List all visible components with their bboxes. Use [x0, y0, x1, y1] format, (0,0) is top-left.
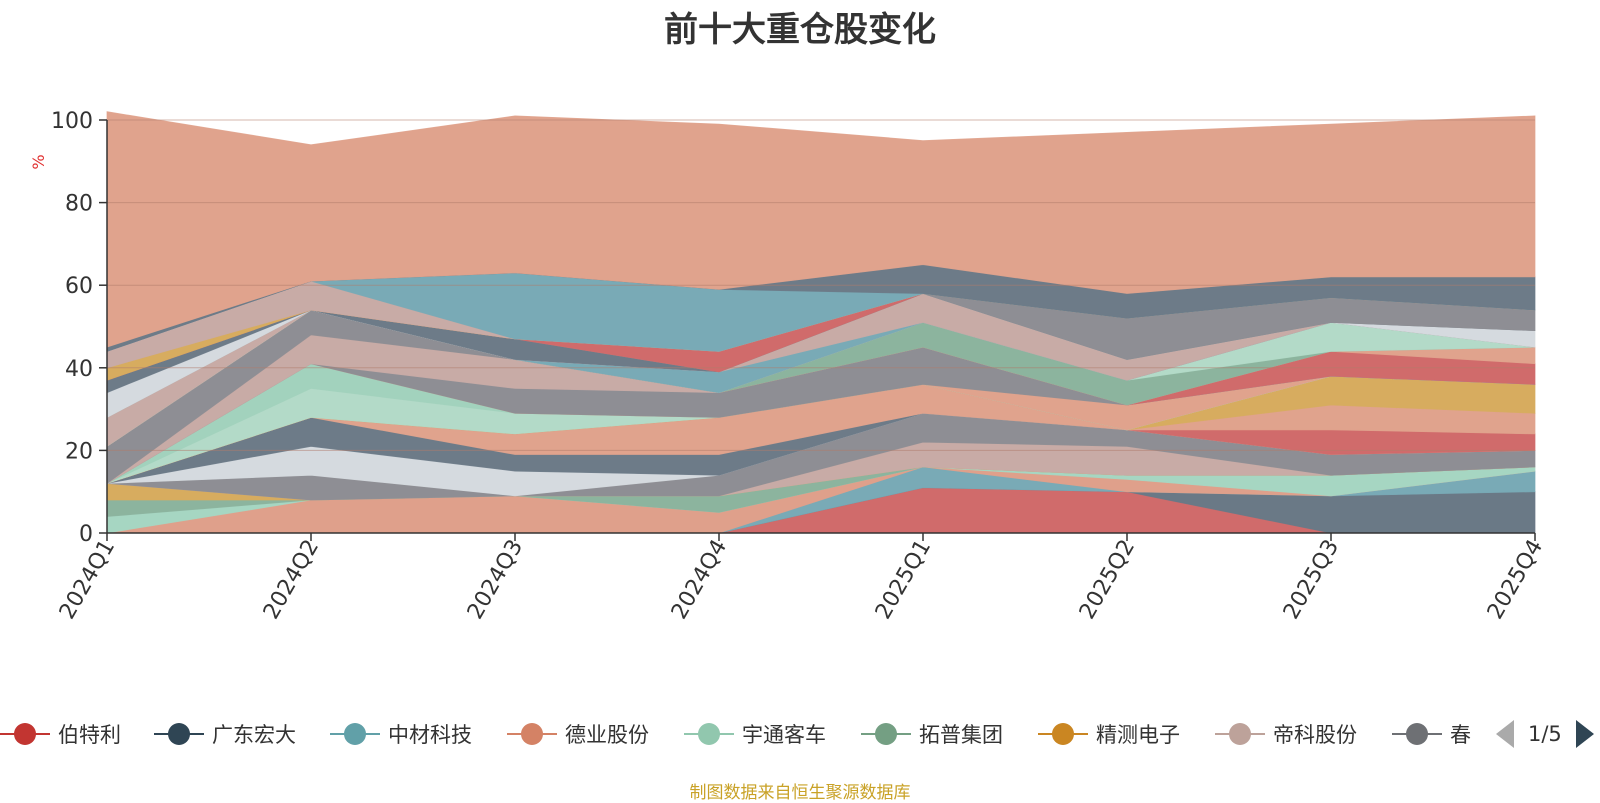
y-tick-label: 40 — [65, 357, 93, 382]
y-tick-label: 80 — [65, 192, 93, 217]
legend-label: 帝科股份 — [1273, 723, 1357, 747]
area-layers — [106, 111, 1536, 534]
legend-marker-icon — [861, 721, 911, 747]
x-tick-label: 2025Q3 — [1279, 536, 1344, 624]
x-tick-label: 2024Q4 — [667, 536, 732, 624]
legend-marker-icon — [1038, 721, 1088, 747]
legend-marker-icon — [507, 721, 557, 747]
legend-label: 广东宏大 — [212, 723, 296, 747]
y-tick-label: 60 — [65, 274, 93, 299]
chart-title: 前十大重仓股变化 — [664, 10, 936, 50]
legend-item-5[interactable]: 拓普集团 — [861, 716, 1003, 752]
legend-item-7[interactable]: 帝科股份 — [1215, 716, 1357, 752]
legend-pager: 1/5 — [1496, 716, 1600, 752]
previous-page-icon[interactable] — [1496, 720, 1514, 748]
legend-item-1[interactable]: 广东宏大 — [154, 716, 296, 752]
legend-label: 春 — [1450, 723, 1471, 747]
legend-item-6[interactable]: 精测电子 — [1038, 716, 1180, 752]
x-tick-label: 2025Q4 — [1483, 536, 1548, 624]
legend-label: 精测电子 — [1096, 723, 1180, 747]
y-tick-label: 100 — [51, 109, 93, 134]
legend-item-4[interactable]: 宇通客车 — [684, 716, 826, 752]
legend-item-3[interactable]: 德业股份 — [507, 716, 649, 752]
legend-marker-icon — [0, 721, 50, 747]
legend-label: 德业股份 — [565, 723, 649, 747]
legend-label: 中材科技 — [388, 723, 472, 747]
y-tick-label: 20 — [65, 439, 93, 464]
legend-marker-icon — [1215, 721, 1265, 747]
x-tick-label: 2025Q2 — [1075, 536, 1140, 624]
x-tick-label: 2024Q2 — [259, 536, 324, 624]
legend-item-0[interactable]: 伯特利 — [0, 716, 121, 752]
y-axis-label: % — [29, 154, 48, 169]
x-tick-label: 2024Q1 — [55, 536, 120, 624]
legend-item-2[interactable]: 中材科技 — [330, 716, 472, 752]
legend-label: 宇通客车 — [742, 723, 826, 747]
legend-page-indicator: 1/5 — [1528, 722, 1562, 746]
legend-label: 拓普集团 — [919, 723, 1003, 747]
x-tick-label: 2024Q3 — [463, 536, 528, 624]
gridlines — [107, 119, 1535, 451]
legend-marker-icon — [684, 721, 734, 747]
source-note: 制图数据来自恒生聚源数据库 — [689, 783, 911, 803]
stacked-area-chart: 0 20 40 60 80 100 2024Q1 2024Q2 2024Q3 2024Q4 2025… — [29, 109, 1548, 624]
legend: 伯特利 广东宏大 中材科技 德业股份 宇通客车 拓普集团 精测电子 帝科股份 春 — [0, 716, 1600, 752]
x-tick-label: 2025Q1 — [871, 536, 936, 624]
legend-item-8[interactable]: 春 — [1392, 716, 1482, 752]
legend-label: 伯特利 — [58, 723, 121, 747]
y-tick-label: 0 — [79, 522, 93, 547]
legend-marker-icon — [330, 721, 380, 747]
next-page-icon[interactable] — [1575, 720, 1594, 748]
legend-marker-icon — [1392, 721, 1442, 747]
series-area-37 — [106, 111, 1536, 348]
legend-marker-icon — [154, 721, 204, 747]
